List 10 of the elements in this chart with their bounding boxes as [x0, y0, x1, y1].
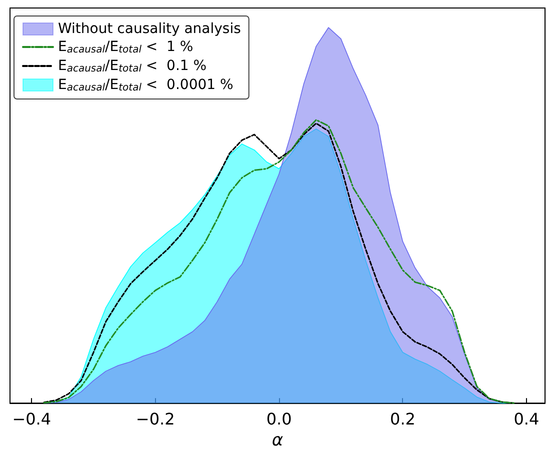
x-tick-label: −0.2 [136, 410, 175, 429]
legend-label: Without causality analysis [58, 21, 241, 37]
x-axis-title: α [272, 430, 284, 450]
x-tick-label: −0.4 [12, 410, 52, 429]
x-tick-label: 0.4 [514, 410, 540, 429]
x-tick-label: 0.2 [390, 410, 416, 429]
legend-label: Eacausal/Etotal < 0.1 % [58, 58, 207, 74]
legend-label: Eacausal/Etotal < 0.0001 % [58, 77, 234, 94]
legend-label: Eacausal/Etotal < 1 % [58, 39, 194, 56]
x-tick-label: 0.0 [266, 410, 292, 429]
